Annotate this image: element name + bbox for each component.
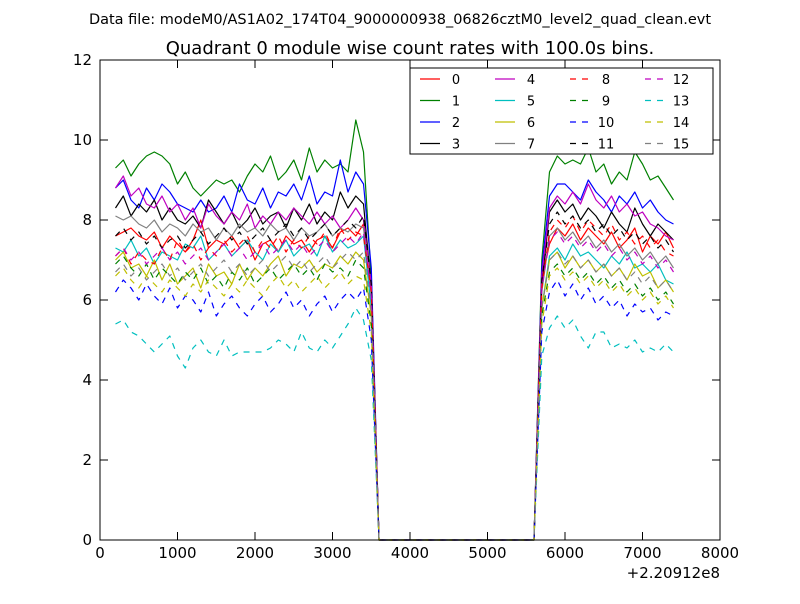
legend-label-5: 5 bbox=[527, 95, 535, 110]
y-tick-label: 4 bbox=[82, 371, 92, 389]
legend-label-11: 11 bbox=[598, 138, 615, 153]
x-tick-label: 2000 bbox=[236, 544, 274, 562]
legend-box bbox=[409, 67, 714, 155]
x-tick-label: 8000 bbox=[701, 544, 739, 562]
axis-ticks: 0 1000 2000 3000 4000 5000 6000 7000 80000246810… bbox=[73, 51, 739, 562]
legend-label-12: 12 bbox=[673, 73, 690, 88]
legend-label-6: 6 bbox=[527, 116, 535, 131]
x-tick-label: 3000 bbox=[313, 544, 351, 562]
y-tick-label: 0 bbox=[82, 531, 92, 549]
legend-label-8: 8 bbox=[602, 73, 610, 88]
legend-label-15: 15 bbox=[673, 138, 690, 153]
series-line-15 bbox=[115, 251, 675, 541]
y-tick-label: 12 bbox=[73, 51, 92, 69]
legend-label-13: 13 bbox=[673, 95, 690, 110]
x-tick-label: 5000 bbox=[468, 544, 506, 562]
legend-label-7: 7 bbox=[527, 138, 535, 153]
legend-label-1: 1 bbox=[452, 95, 460, 110]
y-tick-label: 8 bbox=[82, 211, 92, 229]
series-line-12 bbox=[115, 231, 675, 541]
x-tick-label: 4000 bbox=[391, 544, 429, 562]
y-tick-label: 10 bbox=[73, 131, 92, 149]
y-tick-label: 6 bbox=[82, 291, 92, 309]
x-offset-label: +2.20912e8 bbox=[627, 564, 720, 582]
legend-label-14: 14 bbox=[673, 116, 690, 131]
y-tick-label: 2 bbox=[82, 451, 92, 469]
chart-title: Quadrant 0 module wise count rates with … bbox=[166, 38, 655, 59]
legend-label-0: 0 bbox=[452, 73, 460, 88]
series-line-14 bbox=[115, 267, 675, 541]
legend-label-3: 3 bbox=[452, 138, 460, 153]
series-line-11 bbox=[115, 211, 675, 541]
legend-label-10: 10 bbox=[598, 116, 615, 131]
data-file-label: Data file: modeM0/AS1A02_174T04_90000009… bbox=[89, 12, 711, 28]
series-line-13 bbox=[115, 307, 674, 541]
legend-label-4: 4 bbox=[527, 73, 535, 88]
legend-label-2: 2 bbox=[452, 116, 460, 131]
x-tick-label: 0 bbox=[95, 544, 105, 562]
x-tick-label: 1000 bbox=[158, 544, 196, 562]
x-tick-label: 6000 bbox=[546, 544, 584, 562]
legend-label-9: 9 bbox=[602, 95, 610, 110]
x-tick-label: 7000 bbox=[623, 544, 661, 562]
